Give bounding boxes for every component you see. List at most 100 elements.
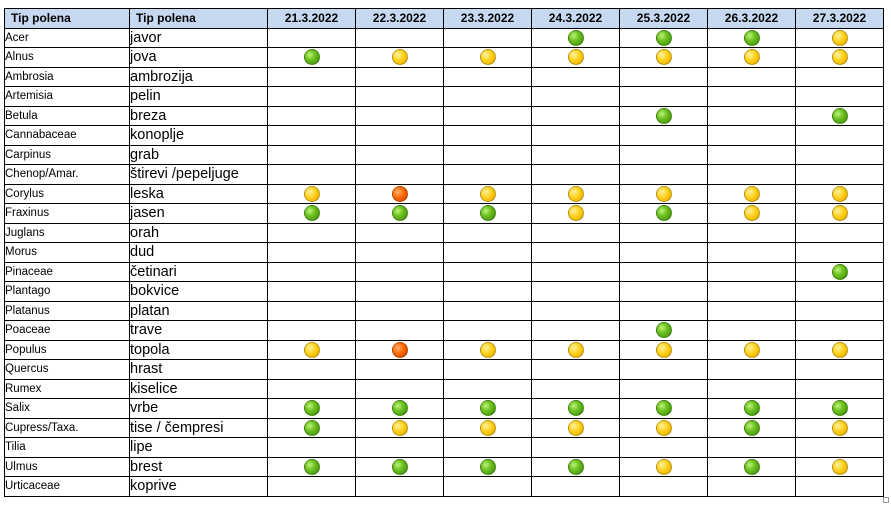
- level-cell: [267, 378, 356, 399]
- level-cell: [707, 417, 796, 438]
- level-cell: [795, 456, 884, 477]
- table-row: Betula breza: [4, 105, 884, 126]
- level-cell: [795, 281, 884, 302]
- level-cell: [795, 144, 884, 165]
- local-name-cell: leska: [129, 183, 268, 204]
- level-cell: [267, 320, 356, 341]
- table-row: Pinaceae četinari: [4, 261, 884, 282]
- table-resize-handle[interactable]: [883, 497, 889, 503]
- latin-name-cell: Betula: [4, 105, 130, 126]
- level-cell: [795, 86, 884, 107]
- local-name-cell: konoplje: [129, 125, 268, 146]
- level-cell: [707, 281, 796, 302]
- level-cell: [707, 398, 796, 419]
- yellow-level-dot-icon: [743, 341, 760, 358]
- latin-name-cell: Morus: [4, 242, 130, 263]
- level-cell: [355, 320, 444, 341]
- level-cell: [707, 105, 796, 126]
- level-cell: [619, 300, 708, 321]
- table-row: Platanus platan: [4, 300, 884, 321]
- level-cell: [795, 164, 884, 185]
- level-cell: [619, 456, 708, 477]
- green-level-dot-icon: [391, 400, 408, 417]
- level-cell: [443, 261, 532, 282]
- yellow-level-dot-icon: [831, 49, 848, 66]
- table-row: Urticaceae koprive: [4, 476, 884, 497]
- level-cell: [267, 281, 356, 302]
- level-cell: [619, 261, 708, 282]
- latin-name-cell: Pinaceae: [4, 261, 130, 282]
- level-cell: [707, 125, 796, 146]
- level-cell: [267, 437, 356, 458]
- level-cell: [707, 261, 796, 282]
- header-date: 21.3.2022: [267, 8, 356, 29]
- level-cell: [707, 183, 796, 204]
- green-level-dot-icon: [303, 400, 320, 417]
- green-level-dot-icon: [831, 107, 848, 124]
- table-body: Acer javor Alnus jova Ambrosia ambrozija Artem…: [4, 27, 884, 497]
- level-cell: [443, 242, 532, 263]
- yellow-level-dot-icon: [655, 341, 672, 358]
- local-name-cell: bokvice: [129, 281, 268, 302]
- green-level-dot-icon: [655, 205, 672, 222]
- level-cell: [531, 456, 620, 477]
- yellow-level-dot-icon: [831, 458, 848, 475]
- level-cell: [355, 183, 444, 204]
- level-cell: [443, 164, 532, 185]
- level-cell: [443, 86, 532, 107]
- table-row: Morus dud: [4, 242, 884, 263]
- green-level-dot-icon: [303, 458, 320, 475]
- green-level-dot-icon: [743, 458, 760, 475]
- yellow-level-dot-icon: [303, 341, 320, 358]
- latin-name-cell: Corylus: [4, 183, 130, 204]
- green-level-dot-icon: [567, 458, 584, 475]
- level-cell: [619, 242, 708, 263]
- level-cell: [531, 378, 620, 399]
- table-row: Carpinus grab: [4, 144, 884, 165]
- yellow-level-dot-icon: [831, 185, 848, 202]
- level-cell: [443, 398, 532, 419]
- level-cell: [795, 437, 884, 458]
- level-cell: [355, 359, 444, 380]
- level-cell: [531, 144, 620, 165]
- header-date: 27.3.2022: [795, 8, 884, 29]
- local-name-cell: lipe: [129, 437, 268, 458]
- yellow-level-dot-icon: [391, 419, 408, 436]
- green-level-dot-icon: [391, 205, 408, 222]
- latin-name-cell: Juglans: [4, 222, 130, 243]
- green-level-dot-icon: [303, 49, 320, 66]
- level-cell: [267, 300, 356, 321]
- level-cell: [355, 300, 444, 321]
- level-cell: [531, 242, 620, 263]
- latin-name-cell: Platanus: [4, 300, 130, 321]
- local-name-cell: pelin: [129, 86, 268, 107]
- yellow-level-dot-icon: [567, 419, 584, 436]
- level-cell: [619, 125, 708, 146]
- level-cell: [267, 242, 356, 263]
- level-cell: [619, 144, 708, 165]
- table-row: Poaceae trave: [4, 320, 884, 341]
- level-cell: [707, 320, 796, 341]
- level-cell: [795, 242, 884, 263]
- green-level-dot-icon: [655, 322, 672, 339]
- table-row: Acer javor: [4, 27, 884, 48]
- level-cell: [707, 437, 796, 458]
- level-cell: [707, 359, 796, 380]
- table-row: Chenop/Amar. štirevi /pepeljuge: [4, 164, 884, 185]
- latin-name-cell: Ulmus: [4, 456, 130, 477]
- level-cell: [531, 339, 620, 360]
- header-date: 25.3.2022: [619, 8, 708, 29]
- level-cell: [795, 359, 884, 380]
- table-row: Quercus hrast: [4, 359, 884, 380]
- level-cell: [795, 105, 884, 126]
- latin-name-cell: Fraxinus: [4, 203, 130, 224]
- level-cell: [619, 66, 708, 87]
- level-cell: [355, 105, 444, 126]
- level-cell: [531, 66, 620, 87]
- local-name-cell: breza: [129, 105, 268, 126]
- level-cell: [443, 144, 532, 165]
- level-cell: [619, 183, 708, 204]
- level-cell: [443, 378, 532, 399]
- level-cell: [355, 476, 444, 497]
- green-level-dot-icon: [743, 400, 760, 417]
